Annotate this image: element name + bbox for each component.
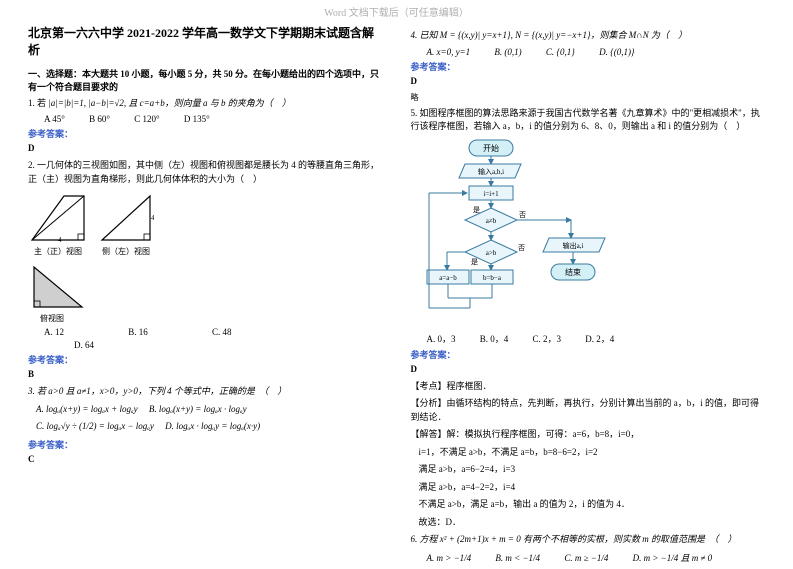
q5-B: B. 0，4 [480,334,509,344]
q2-fig-side: 4 侧（左）视图 [98,190,154,257]
q4-B: B. (0,1) [494,47,521,57]
flow-no1: 否 [519,211,526,219]
q5-D: D. 2，4 [585,334,614,344]
flow-op2: b=b−a [482,274,501,282]
q2-B: B. 16 [128,327,148,337]
q3-stem: 3. 若 a>0 且 a≠1，x>0，y>0，下列 4 个等式中，正确的是 （ … [28,385,383,399]
q3-B: B. logₐ(x+y) = logₐx · logₐy [149,404,247,414]
flow-yes2: 是 [471,258,478,266]
q2-ans-label: 参考答案： [28,353,383,366]
svg-text:4: 4 [58,236,62,244]
fig-side-label: 侧（左）视图 [98,246,154,257]
q3-ans-label: 参考答案： [28,438,383,451]
q5-ans-label: 参考答案： [411,348,766,361]
q3-row2: C. logₐ√y ÷ (1/2) = logₐx − logₐy D. log… [36,420,383,434]
flowchart-svg: 开始 输入a,b,i i=i+1 a≠b 是 否 a>b 是 [421,138,631,328]
svg-text:4: 4 [151,214,154,222]
q5-flowchart: 开始 输入a,b,i i=i+1 a≠b 是 否 a>b 是 [421,138,766,328]
flow-no2: 否 [518,244,525,252]
flow-output: 输出a,i [562,241,583,250]
q4-C: C. {0,1} [546,47,575,57]
q4-ans: D [411,76,766,86]
q3-row1: A. logₐ(x+y) = logₐx + logₐy B. logₐ(x+y… [36,403,383,417]
flow-yes1: 是 [473,206,480,214]
q5-C: C. 2，3 [533,334,562,344]
flow-op1: a=a−b [439,274,457,282]
q1-A: A 45° [44,114,65,124]
q3-A: A. logₐ(x+y) = logₐx + logₐy [36,404,138,414]
q2-fig-top: 俯视图 [30,261,383,324]
q2-stem: 2. 一几何体的三视图如图，其中侧（左）视图和俯视图都是腰长为 4 的等腰直角三… [28,159,383,186]
q5-A: A. 0，3 [427,334,456,344]
fig-main-label: 主（正）视图 [28,246,88,257]
q3-C: C. logₐ√y ÷ (1/2) = logₐx − logₐy [36,421,154,431]
q1-choices: A 45° B 60° C 120° D 135° [44,114,383,124]
q5-choices: A. 0，3 B. 0，4 C. 2，3 D. 2，4 [427,332,766,345]
q6-A: A. m > −1/4 [427,553,472,563]
q1-C: C 120° [134,114,159,124]
q1-stem: 1. 若 |a|=|b|=1, |a−b|=√2, 且 c=a+b，则向量 a … [28,97,383,111]
q4-extra: 略 [411,92,766,103]
q5-ans: D [411,364,766,374]
q2-A: A. 12 [44,327,64,337]
q2-C: C. 48 [212,327,232,337]
watermark-text: Word 文档下载后（可任意编辑） [0,0,793,23]
q1-ans-label: 参考答案： [28,127,383,140]
doc-title: 北京第一六六中学 2021-2022 学年高一数学文下学期期末试题含解析 [28,25,383,59]
q6-D: D. m > −1/4 且 m ≠ 0 [633,553,713,563]
q5-l1: i=1，不满足 a>b，不满足 a=b，b=8−6=2，i=2 [419,446,766,460]
q2-fig-main: 4 主（正）视图 [28,190,88,257]
page-columns: 北京第一六六中学 2021-2022 学年高一数学文下学期期末试题含解析 一、选… [0,23,793,569]
q4-choices: A. x=0, y=1 B. (0,1) C. {0,1} D. {(0,1)} [427,47,766,57]
q5-l4: 不满足 a>b，满足 a=b，输出 a 的值为 2，i 的值为 4． [419,498,766,512]
q1-B: B 60° [89,114,110,124]
q4-D: D. {(0,1)} [599,47,634,57]
flow-end: 结束 [565,267,581,277]
q6-stem: 6. 方程 x² + (2m+1)x + m = 0 有两个不相等的实根，则实数… [411,533,766,547]
flow-inc: i=i+1 [483,190,499,198]
q2-choices: A. 12 B. 16 C. 48 [44,327,383,337]
q6-choices: A. m > −1/4 B. m < −1/4 C. m ≥ −1/4 D. m… [427,551,766,564]
left-column: 北京第一六六中学 2021-2022 学年高一数学文下学期期末试题含解析 一、选… [28,25,383,567]
flow-start: 开始 [483,143,499,153]
q6-B: B. m < −1/4 [495,553,540,563]
q6-C: C. m ≥ −1/4 [564,553,608,563]
q2-figures: 4 主（正）视图 4 侧（左）视图 [28,190,383,257]
right-column: 4. 已知 M = {(x,y)| y=x+1}, N = {(x,y)| y=… [411,25,766,567]
q5-stem: 5. 如图程序框图的算法思路来源于我国古代数学名著《九章算术》中的"更相减损术"… [411,107,766,134]
q1-prefix: 1. 若 [28,98,48,108]
flow-input: 输入a,b,i [477,167,503,176]
q2-choice-D: D. 64 [44,340,383,350]
q5-l2: 满足 a>b，a=6−2=4，i=3 [419,463,766,477]
flow-cond2: a>b [485,249,496,257]
q1-ans: D [28,143,383,153]
q3-D: D. logₐx · logₐy = logₐ(x·y) [165,421,260,431]
fig-side-svg: 4 [98,190,154,244]
q4-stem: 4. 已知 M = {(x,y)| y=x+1}, N = {(x,y)| y=… [411,29,766,43]
q5-exp1: 【考点】程序框图． [411,380,766,394]
fig-top-svg [30,261,86,311]
q5-exp3: 【解答】解：模拟执行程序框图，可得：a=6，b=8，i=0， [411,428,766,442]
fig-main-svg: 4 [28,190,88,244]
q3-ans: C [28,454,383,464]
q5-exp2: 【分析】由循环结构的特点，先判断，再执行，分别计算出当前的 a，b，i 的值，即… [411,397,766,424]
q4-ans-label: 参考答案： [411,60,766,73]
q1-D: D 135° [184,114,210,124]
q2-D: D. 64 [74,340,94,350]
section-1-head: 一、选择题：本大题共 10 小题，每小题 5 分，共 50 分。在每小题给出的四… [28,67,383,93]
q2-ans: B [28,369,383,379]
flow-cond1: a≠b [485,217,496,225]
q5-l3: 满足 a>b，a=4−2=2，i=4 [419,481,766,495]
q1-math: |a|=|b|=1, |a−b|=√2, 且 c=a+b，则向量 a 与 b 的… [48,98,290,108]
q5-l5: 故选：D． [419,516,766,530]
fig-top-label: 俯视图 [40,313,383,324]
q4-A: A. x=0, y=1 [427,47,471,57]
